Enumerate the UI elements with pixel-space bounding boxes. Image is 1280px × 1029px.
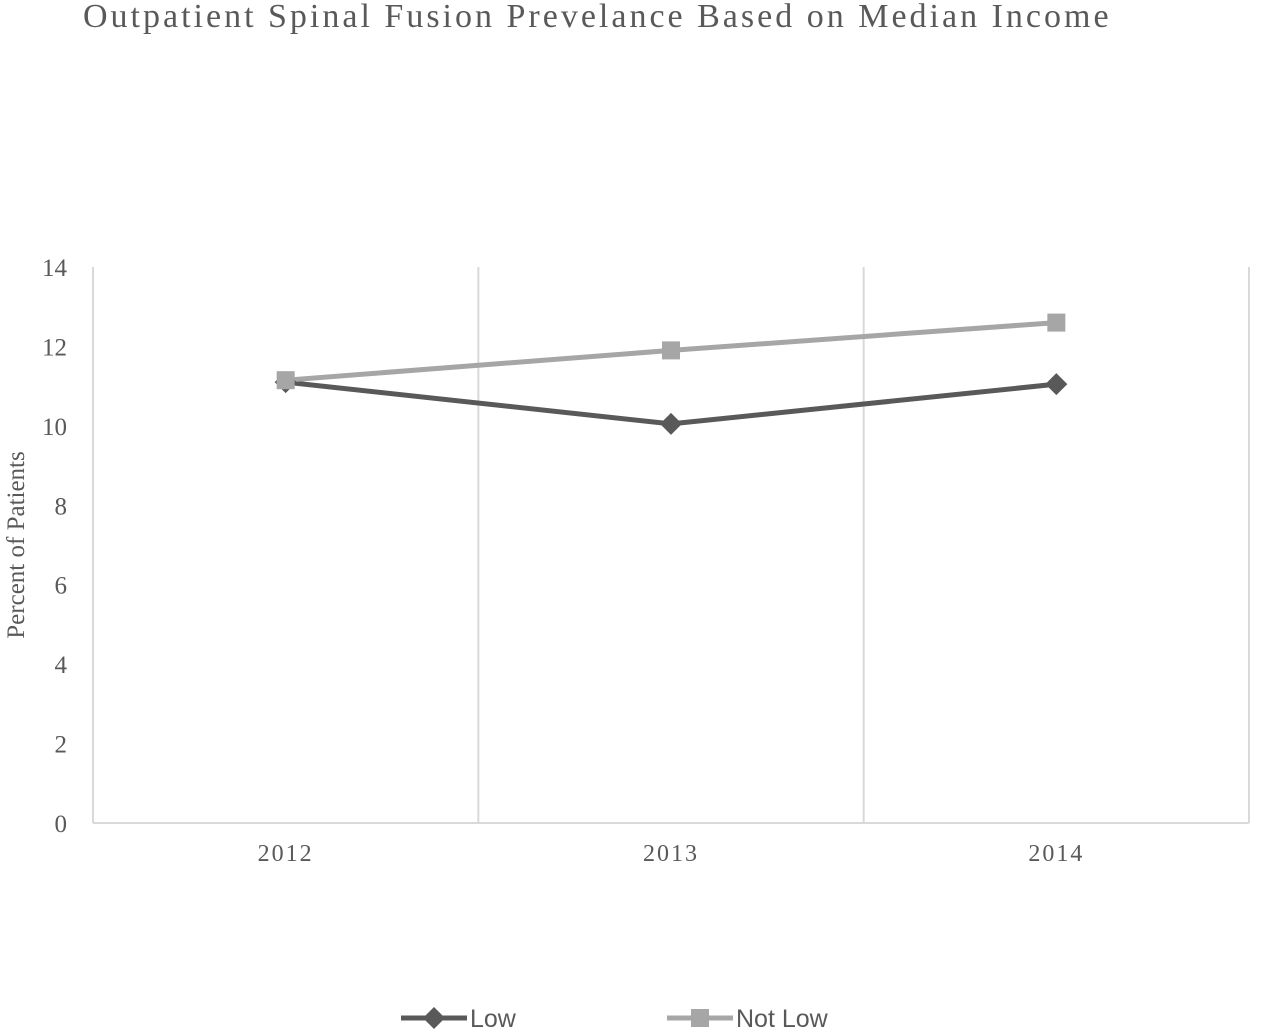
- data-point-low: [660, 412, 682, 435]
- x-tick-label: 2012: [258, 841, 314, 867]
- series-markers: [274, 313, 1068, 435]
- y-tick-label: 8: [55, 493, 68, 520]
- y-tick-label: 12: [42, 334, 67, 361]
- y-tick-labels: 0 2 4 6 8 10 12 14: [42, 255, 68, 838]
- series-lines: [285, 320, 1057, 427]
- y-tick-label: 4: [55, 652, 68, 679]
- legend-label-not-low: Not Low: [736, 1005, 829, 1029]
- y-tick-label: 0: [55, 811, 68, 838]
- y-axis-label: Percent of Patients: [3, 451, 30, 638]
- legend-label-low: Low: [470, 1005, 517, 1029]
- gridlines: [92, 267, 1250, 823]
- y-tick-label: 6: [55, 573, 68, 600]
- data-point-not-low: [276, 371, 295, 390]
- x-tick-labels: 2012 2013 2014: [258, 841, 1084, 867]
- chart-title: Outpatient Spinal Fusion Prevelance Base…: [83, 0, 1112, 35]
- legend: Low Not Low: [401, 1005, 829, 1029]
- data-point-not-low: [1047, 313, 1066, 332]
- data-point-not-low: [662, 341, 680, 360]
- legend-marker-not-low: [691, 1009, 709, 1027]
- y-tick-label: 2: [55, 732, 68, 759]
- x-tick-label: 2013: [643, 841, 699, 867]
- y-tick-label: 10: [42, 414, 67, 441]
- legend-marker-low: [423, 1007, 445, 1029]
- y-tick-label: 14: [42, 255, 68, 282]
- data-point-low: [1045, 373, 1068, 396]
- x-tick-label: 2014: [1028, 841, 1084, 867]
